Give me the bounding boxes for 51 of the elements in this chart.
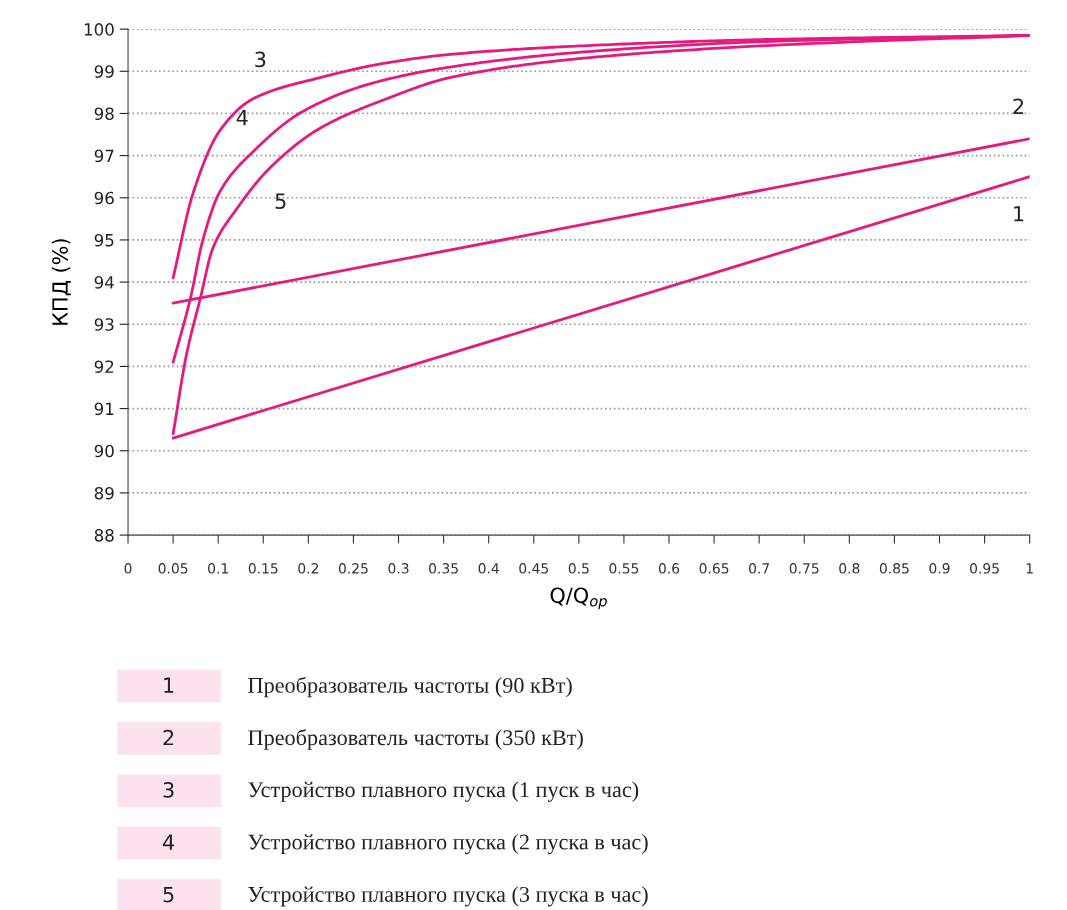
legend-label: Преобразователь частоты (90 кВт) [248, 676, 572, 698]
y-tick-label: 96 [94, 191, 114, 205]
text: 2 [163, 729, 174, 746]
x-tick-label: 0.95 [970, 563, 999, 574]
x-tick-label: 0.35 [429, 563, 458, 574]
x-tick-label: 0 [124, 563, 132, 574]
y-tick-label: 97 [94, 149, 114, 163]
annotation: 4 [236, 110, 248, 126]
x-tick-label: 0.85 [879, 563, 909, 574]
y-tick-label: 92 [94, 360, 114, 373]
y-tick-label: 95 [94, 233, 114, 247]
y-tick-label: 88 [94, 529, 114, 542]
x-tick-label: 0.7 [749, 563, 770, 574]
x-tick-label: 1 [1026, 563, 1033, 574]
x-tick-label: 0.45 [519, 563, 549, 574]
x-tick-label: 0.65 [699, 563, 729, 574]
y-tick-label: 89 [94, 486, 114, 500]
x-tick-label: 0.75 [789, 563, 819, 574]
x-tick-label: 0.9 [929, 563, 950, 574]
x-tick-label: 0.15 [248, 563, 278, 574]
x-tick-label: 0.3 [388, 563, 409, 574]
x-tick-label: 0.1 [208, 563, 228, 574]
text: 5 [163, 886, 174, 903]
x-tick-label: 0.4 [478, 563, 499, 574]
annotation: 5 [275, 193, 286, 210]
y-tick-label: 91 [94, 402, 114, 416]
legend-label: Устройство плавного пуска (3 пуска в час) [248, 886, 648, 907]
y-tick-label: 100 [84, 23, 114, 36]
x-tick-label: 0.25 [338, 563, 368, 574]
annotation: 2 [1013, 98, 1024, 114]
x-tick-label: 0.55 [609, 563, 639, 574]
x-tick-label: 0.5 [568, 563, 589, 574]
y-axis-title: КПД (%) [51, 239, 71, 325]
text: 4 [162, 834, 175, 850]
x-tick-label: 0.2 [298, 563, 319, 574]
y-tick-label: 90 [94, 444, 114, 458]
x-tick-label: 0.05 [158, 563, 188, 574]
annotation: 1 [1014, 206, 1024, 222]
y-tick-label: 94 [94, 276, 114, 289]
legend-label: Устройство плавного пуска (1 пуск в час) [248, 781, 639, 802]
x-tick-label: 0.8 [839, 563, 860, 574]
x-tick-label: 0.6 [658, 563, 680, 574]
x-axis-title: Q/Q$_{op}$ [550, 587, 607, 610]
legend-label: Преобразователь частоты (350 кВт) [248, 729, 583, 750]
y-tick-label: 98 [94, 107, 114, 121]
legend-label: Устройство плавного пуска (2 пуска в час) [248, 833, 648, 855]
text: 1 [164, 677, 174, 693]
annotation: 3 [255, 51, 266, 68]
text: 3 [163, 781, 174, 798]
y-tick-label: 99 [94, 65, 114, 78]
y-tick-label: 93 [94, 318, 114, 331]
